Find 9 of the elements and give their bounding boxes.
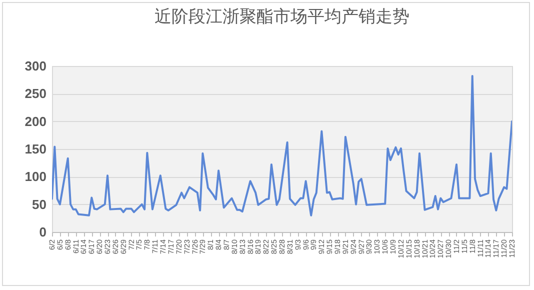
y-tick-label: 300 (24, 58, 46, 74)
y-tick-label: 250 (24, 86, 46, 102)
chart-title: 近阶段江浙聚酯市场平均产销走势 (154, 7, 410, 27)
y-tick-label: 0 (39, 224, 46, 240)
y-tick-label: 200 (24, 114, 46, 129)
y-tick-label: 50 (32, 196, 46, 212)
y-tick-label: 150 (24, 142, 46, 156)
line-series (52, 74, 512, 216)
y-tick-label: 100 (24, 169, 46, 184)
